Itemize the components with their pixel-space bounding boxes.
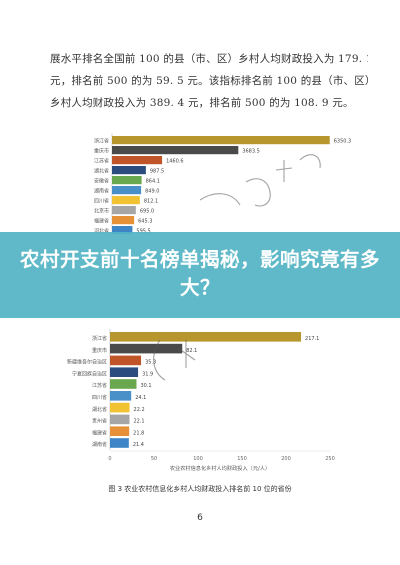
x-tick-label: 200	[281, 456, 291, 462]
bar	[110, 355, 142, 366]
data-label: 24.1	[135, 395, 146, 401]
bar	[112, 136, 330, 145]
chart-top: 浙江省 6350.3 重庆市 3683.5 江苏省 1460.6 湖北省 987.5 安徽省 86…	[94, 133, 351, 236]
data-label: 595.5	[136, 229, 150, 235]
category-label: 福建省	[94, 218, 109, 225]
bar	[112, 186, 142, 195]
data-label: 987.5	[150, 169, 164, 175]
bar	[112, 156, 163, 165]
data-label: 31.9	[142, 371, 153, 377]
data-label: 3683.5	[242, 149, 260, 155]
bar	[112, 206, 136, 215]
x-axis-title: 农业农村信息化乡村人均财政投入（元/人）	[170, 464, 270, 472]
data-label: 22.2	[134, 407, 145, 413]
category-label: 贵州省	[92, 418, 107, 425]
bar	[112, 196, 140, 205]
category-label: 河北省	[94, 228, 109, 235]
bar	[112, 216, 135, 225]
data-label: 217.1	[305, 336, 319, 342]
bar	[110, 414, 130, 425]
data-label: 35.3	[145, 360, 156, 366]
data-label: 6350.3	[334, 139, 352, 145]
category-label: 湖北省	[94, 168, 109, 175]
category-label: 北京市	[94, 208, 109, 215]
headline-banner	[0, 232, 400, 318]
bar	[110, 438, 129, 448]
x-tick-label: 150	[237, 456, 247, 462]
bar	[110, 391, 132, 401]
category-label: 福建省	[92, 429, 107, 436]
data-label: 30.1	[140, 383, 151, 389]
paragraph-line: 展水平排名全国前 100 的县（市、区）乡村人均财政投入为 179. 1	[50, 53, 368, 65]
category-label: 湖北省	[92, 406, 107, 413]
category-label: 四川省	[94, 198, 109, 205]
category-label: 重庆市	[94, 148, 109, 155]
category-label: 湖南省	[92, 441, 107, 448]
bar	[110, 379, 137, 389]
category-label: 新疆维吾尔自治区	[67, 359, 107, 366]
data-label: 21.8	[133, 430, 144, 436]
bar	[112, 146, 239, 155]
figure-caption: 图 3 农业农村信息化乡村人均财政投入排名前 10 位的省份	[108, 485, 292, 493]
category-label: 宁夏回族自治区	[72, 370, 107, 377]
data-label: 22.1	[133, 419, 144, 425]
category-label: 江苏省	[94, 158, 109, 165]
category-label: 浙江省	[92, 335, 107, 342]
bar	[110, 426, 130, 436]
data-label: 1460.6	[166, 159, 184, 165]
category-label: 浙江省	[94, 138, 109, 145]
data-label: 695.0	[140, 209, 154, 215]
category-label: 湖南省	[94, 188, 109, 195]
x-tick-label: 0	[108, 456, 111, 462]
bar	[112, 226, 133, 235]
data-label: 864.1	[146, 179, 160, 185]
chart-bottom: 浙江省 217.1 重庆市 82.1 新疆维吾尔自治区 35.3 宁夏回族自治区 31.9 江苏…	[67, 329, 335, 472]
bar	[110, 343, 183, 354]
paragraph-line: 乡村人均财政投入为 389. 4 元，排名前 500 的为 108. 9 元。	[50, 97, 354, 109]
data-label: 812.1	[144, 199, 158, 205]
x-tick-label: 100	[193, 456, 203, 462]
x-tick-label: 250	[325, 456, 335, 462]
x-tick-label: 50	[151, 456, 157, 462]
body-paragraph: 展水平排名全国前 100 的县（市、区）乡村人均财政投入为 179. 1 元，排…	[50, 48, 368, 114]
bar	[110, 367, 139, 377]
bar	[110, 402, 130, 413]
bar	[112, 166, 146, 175]
page-number: 6	[197, 513, 203, 523]
data-label: 21.4	[133, 442, 144, 448]
category-label: 安徽省	[94, 178, 109, 185]
category-label: 四川省	[92, 394, 107, 401]
data-label: 82.1	[186, 348, 197, 354]
data-label: 849.0	[145, 189, 159, 195]
data-label: 645.3	[138, 219, 152, 225]
category-label: 江苏省	[92, 382, 107, 389]
category-label: 重庆市	[92, 347, 107, 354]
bar	[110, 332, 302, 342]
headline-title: 农村开支前十名榜单揭秘，影响究竟有多大？	[19, 248, 380, 299]
bar	[112, 176, 142, 185]
paragraph-line: 元，排名前 500 的为 59. 5 元。该指标排名前 100 的县（市、区）	[50, 75, 368, 87]
